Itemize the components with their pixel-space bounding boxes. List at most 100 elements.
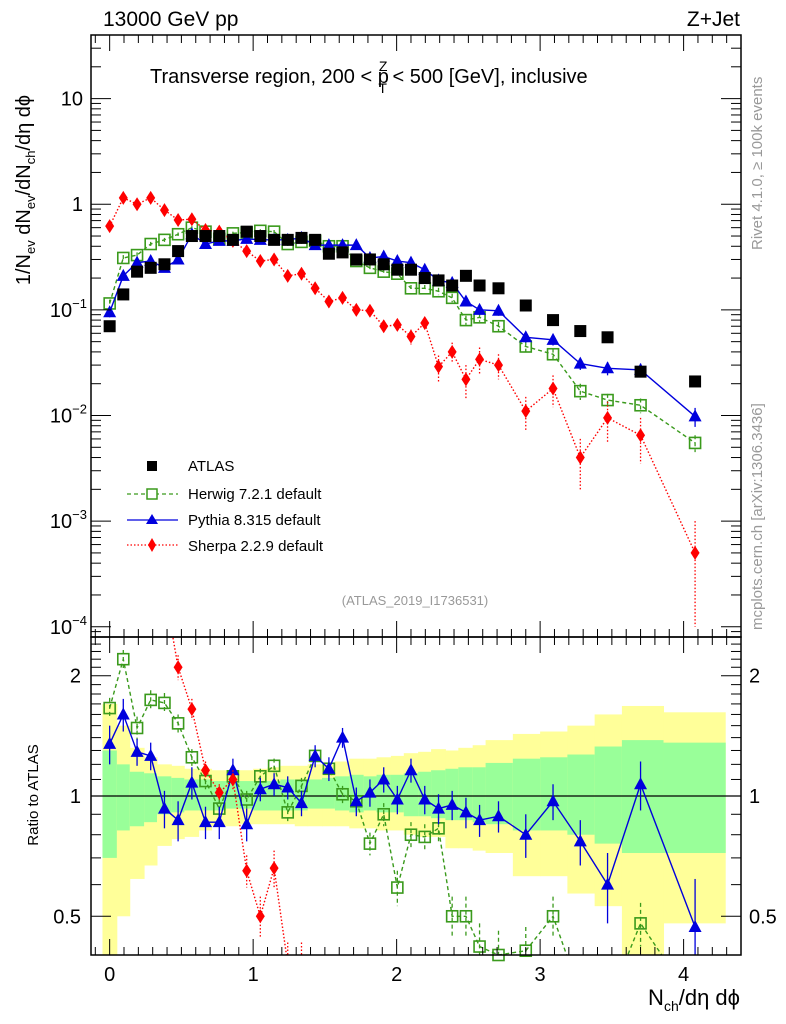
main-atlas-point [350,253,363,266]
ratio-herwig-point [634,917,647,930]
ratio-herwig-point [377,807,391,821]
main-sherpa-point [475,352,485,367]
main-atlas-point [689,375,702,388]
main-atlas-point [268,233,281,246]
ratio-herwig-point [116,652,130,666]
main-sherpa-point [521,404,531,419]
main-herwig-point [144,237,157,251]
ratio-pythia-point [308,748,322,761]
ratio-herwig-point [130,721,144,735]
plot-title-tail: < 500 [GeV], inclusive [387,66,588,88]
legend-label-herwig: Herwig 7.2.1 default [188,486,322,503]
ratio-herwig-point [404,828,418,842]
legend-marker-sherpa [148,538,156,552]
plot-title-sub: T [378,80,387,96]
ratio-herwig-point [171,717,185,730]
main-pythia-point [322,238,336,251]
inner-band-bin [307,779,323,809]
inner-band-bin [512,758,541,831]
main-atlas-point [492,282,505,295]
main-sherpa-point [636,428,646,443]
main-atlas-point [254,230,267,243]
main-atlas-point [391,263,404,276]
inner-band-bin [458,767,474,821]
ratio-pythia-point [573,834,587,847]
ratio-herwig-point [391,881,404,894]
x-tick-label: 2 [391,964,402,986]
main-sherpa-point [132,197,142,212]
main-atlas-point [103,320,116,333]
y-tick-label: 10−4 [50,613,87,639]
ratio-herwig-point [418,830,432,844]
main-pythia-point [171,252,185,265]
main-sherpa-point [338,290,348,305]
main-sherpa-point [690,545,700,560]
ratio-sherpa-point [269,861,279,876]
main-herwig-point [116,251,130,265]
plot-title-sup: Z [379,58,388,74]
inner-band-bin [403,773,419,817]
main-sherpa-point [447,344,457,359]
ratio-pythia-point [212,815,226,828]
main-sherpa-point [406,329,416,344]
main-atlas-point [240,225,253,238]
ratio-pythia-point [390,792,404,805]
legend: ATLAS Herwig 7.2.1 default Pythia 8.315 … [127,458,324,555]
ratio-pythia-point [144,748,158,761]
main-atlas-point [363,253,376,266]
main-atlas-point [144,261,157,274]
main-atlas-point [634,365,647,378]
main-atlas-point [473,279,486,292]
legend-marker-atlas [147,461,157,471]
main-sherpa-point [173,212,183,227]
main-atlas-point [459,269,472,282]
plot-title-main: Transverse region, 200 < p [150,66,389,88]
ratio-sherpa-point [242,863,252,878]
ratio-pythia-point [226,763,240,776]
ratio-herwig-point [363,837,377,850]
main-sherpa-point [105,219,115,234]
inner-band-bin [594,746,623,844]
main-sherpa-point [159,203,169,218]
inner-band-bin [171,777,185,813]
inner-band-bin [663,742,726,854]
main-atlas-point [574,325,587,338]
main-sherpa-point [283,268,293,283]
ratio-pythia-point [445,797,459,810]
main-sherpa-point [324,294,334,309]
ratio-sherpa-point [173,660,183,675]
main-sherpa-point [420,316,430,331]
main-herwig-point [546,347,560,361]
main-sherpa-point [379,319,389,334]
main-atlas-point [281,233,294,246]
main-atlas-point [418,272,431,285]
main-panel-marks [103,190,702,627]
ratio-sherpa-point [255,909,265,924]
inner-band-bin [102,750,118,858]
ratio-pythia-point [116,707,130,720]
ratio-pythia-point [349,794,363,807]
main-sherpa-point [494,358,504,373]
ratio-pythia-point [322,761,336,774]
ratio-pythia-point [546,794,560,807]
ratio-herwig-point [240,793,253,806]
legend-marker-pythia [146,514,158,524]
main-pythia-point [349,238,363,251]
ratio-y-tick-label-right: 1 [749,786,760,808]
main-sherpa-point [365,303,375,318]
ratio-pythia-point [336,730,350,743]
main-atlas-point [432,274,445,287]
rivet-label: Rivet 4.1.0, ≥ 100k events [749,77,766,250]
main-sherpa-point [146,190,156,205]
legend-item-atlas: ATLAS [147,458,234,475]
main-y-axis-label: 1/Nev dNev/dNch/dη dϕ [13,95,38,285]
main-atlas-point [601,331,614,344]
main-sherpa-point [187,212,197,227]
ratio-herwig-point [445,909,459,923]
process-label: Z+Jet [687,8,740,31]
inner-band-bin [116,764,131,831]
main-pythia-point [519,330,533,343]
ratio-sherpa-point [214,785,224,800]
main-sherpa-point [242,244,252,259]
